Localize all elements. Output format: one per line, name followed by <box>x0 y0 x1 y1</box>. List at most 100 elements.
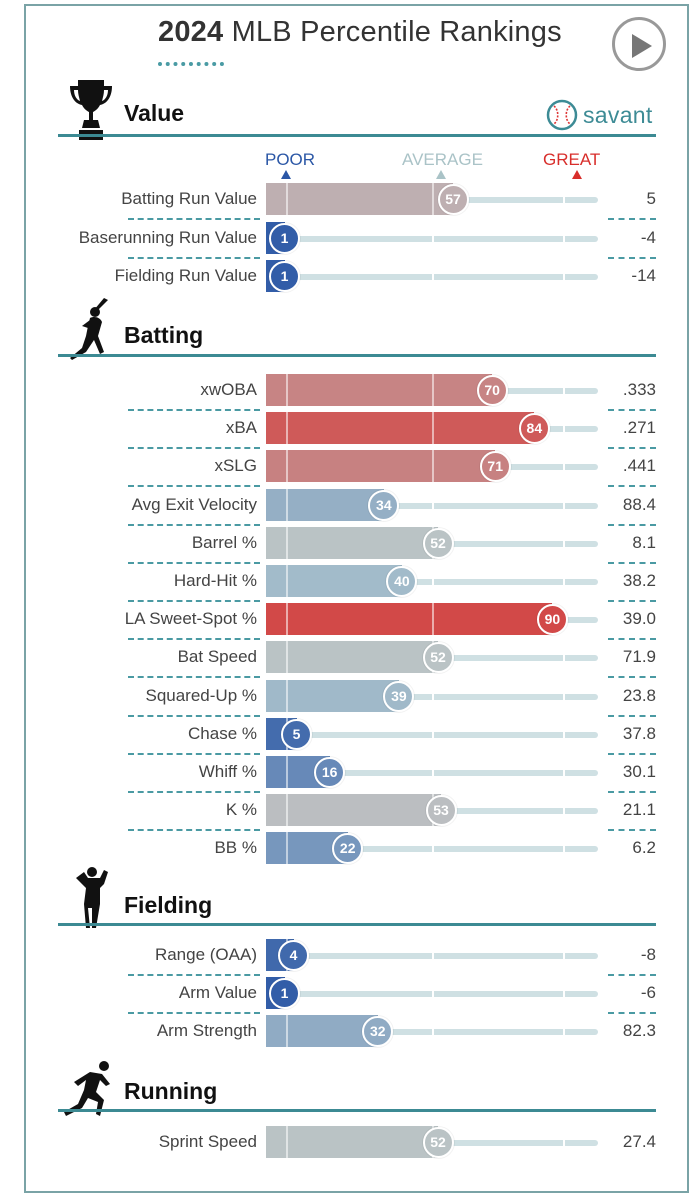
percentile-circle[interactable]: 84 <box>518 413 550 445</box>
percentile-circle[interactable]: 1 <box>269 978 300 1009</box>
metric-row[interactable]: Fielding Run Value 1 -14 <box>0 258 695 296</box>
scale-tick <box>563 500 566 511</box>
metric-value: 39.0 <box>622 609 656 629</box>
scale-tick <box>563 729 566 740</box>
row-divider <box>608 409 656 411</box>
percentile-circle[interactable]: 53 <box>425 795 457 827</box>
metric-row[interactable]: Arm Value 1 -6 <box>0 975 695 1014</box>
metric-row[interactable]: Hard-Hit % 40 38.2 <box>0 563 695 602</box>
scale-tick <box>563 577 566 587</box>
scale-tick <box>286 526 288 559</box>
scale-tick <box>563 538 566 549</box>
page-title: 2024 MLB Percentile Rankings <box>158 16 562 49</box>
scale-tick <box>432 577 434 587</box>
metric-value: 6.2 <box>632 838 656 858</box>
percentile-circle[interactable]: 22 <box>332 833 364 865</box>
metric-label: Baserunning Run Value <box>78 227 257 247</box>
batter-icon <box>70 298 108 360</box>
metric-row[interactable]: Barrel % 52 8.1 <box>0 525 695 564</box>
title-text: MLB Percentile Rankings <box>231 16 562 48</box>
row-divider <box>128 218 260 220</box>
percentile-circle[interactable]: 4 <box>278 940 310 971</box>
section-divider <box>58 134 656 137</box>
row-divider <box>128 752 260 755</box>
metric-row[interactable]: Baserunning Run Value 1 -4 <box>0 220 695 259</box>
section-title-value: Value <box>124 100 185 126</box>
metric-row[interactable]: LA Sweet-Spot % 90 39.0 <box>0 601 695 641</box>
row-divider <box>128 974 260 976</box>
percentile-circle[interactable]: 1 <box>269 261 300 292</box>
percentile-circle[interactable]: 16 <box>314 757 346 788</box>
scale-tick <box>563 233 566 244</box>
metric-row[interactable]: Chase % 5 37.8 <box>0 716 695 755</box>
percentile-circle[interactable]: 5 <box>281 718 313 750</box>
metric-row[interactable]: K % 53 21.1 <box>0 792 695 832</box>
metric-row[interactable]: Batting Run Value 57 5 <box>0 181 695 220</box>
percentile-circle[interactable]: 57 <box>437 184 469 215</box>
metric-row[interactable]: Squared-Up % 39 23.8 <box>0 678 695 717</box>
savant-logo[interactable]: savant <box>546 98 653 132</box>
metric-value: 37.8 <box>622 723 656 743</box>
metric-value: -4 <box>640 227 656 247</box>
metric-value: .333 <box>622 380 656 399</box>
percentile-circle[interactable]: 71 <box>479 451 511 483</box>
row-divider <box>608 791 656 793</box>
section-divider <box>58 923 656 926</box>
percentile-bar <box>266 679 399 712</box>
percentile-circle[interactable]: 52 <box>422 527 454 559</box>
percentile-circle[interactable]: 52 <box>422 1127 454 1158</box>
metric-label: Sprint Speed <box>158 1132 257 1151</box>
scale-tick <box>432 233 434 244</box>
metric-value: 27.4 <box>622 1132 656 1151</box>
percentile-circle[interactable]: 32 <box>362 1016 394 1047</box>
runner-icon <box>64 1061 110 1116</box>
scale-tick <box>563 386 566 396</box>
scale-tick <box>432 768 434 778</box>
play-icon <box>632 34 652 58</box>
percentile-circle[interactable]: 40 <box>386 566 418 597</box>
metric-row[interactable]: xBA 84 .271 <box>0 410 695 450</box>
row-divider <box>608 974 656 976</box>
scale-tick <box>432 729 434 740</box>
metric-row[interactable]: Sprint Speed 52 27.4 <box>0 1124 695 1162</box>
percentile-circle[interactable]: 34 <box>368 489 400 521</box>
metric-row[interactable]: Bat Speed 52 71.9 <box>0 639 695 679</box>
scale-tick <box>286 374 288 406</box>
metric-row[interactable]: xSLG 71 .441 <box>0 448 695 488</box>
row-divider <box>608 638 656 641</box>
metric-value: 21.1 <box>622 800 656 820</box>
metric-value: -8 <box>640 945 656 964</box>
metric-label: Arm Strength <box>156 1021 257 1040</box>
metric-row[interactable]: Whiff % 16 30.1 <box>0 754 695 793</box>
percentile-bar <box>266 603 553 636</box>
percentile-bar <box>266 1126 439 1158</box>
section-divider <box>58 1109 656 1112</box>
brand-name: savant <box>583 101 653 128</box>
metric-value: .271 <box>622 418 656 438</box>
percentile-bar <box>266 488 384 521</box>
percentile-circle[interactable]: 52 <box>422 642 454 674</box>
row-divider <box>608 485 656 488</box>
section-divider <box>58 354 656 357</box>
scale-tick <box>563 653 566 664</box>
scale-tick <box>286 412 288 445</box>
scale-tick <box>432 412 434 445</box>
metric-row[interactable]: Range (OAA) 4 -8 <box>0 937 695 976</box>
scale-tick <box>286 450 288 483</box>
metric-row[interactable]: Avg Exit Velocity 34 88.4 <box>0 487 695 526</box>
metric-row[interactable]: Arm Strength 32 82.3 <box>0 1013 695 1051</box>
scale-tick <box>286 641 288 674</box>
percentile-bar <box>266 183 454 215</box>
play-button[interactable] <box>612 17 666 71</box>
percentile-circle[interactable]: 90 <box>536 604 568 636</box>
scale-tick <box>286 794 288 827</box>
row-divider <box>128 638 260 641</box>
row-divider <box>128 791 260 793</box>
percentile-circle[interactable]: 70 <box>476 375 508 406</box>
scale-tick <box>563 1138 566 1148</box>
metric-row[interactable]: BB % 22 6.2 <box>0 830 695 868</box>
percentile-circle[interactable]: 1 <box>269 222 300 254</box>
metric-row[interactable]: xwOBA 70 .333 <box>0 372 695 411</box>
percentile-circle[interactable]: 39 <box>383 680 415 712</box>
scale-tick <box>286 1126 288 1158</box>
